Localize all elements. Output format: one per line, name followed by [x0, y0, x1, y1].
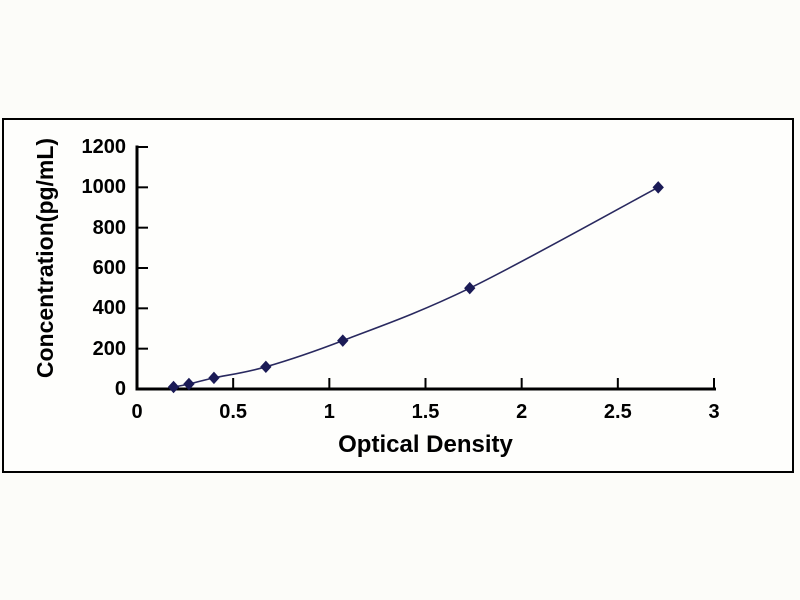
chart-panel [2, 118, 794, 473]
data-point-marker [337, 334, 349, 347]
y-tick-label: 400 [92, 297, 126, 320]
data-point-marker [652, 181, 664, 194]
x-axis-title: Optical Density [338, 431, 513, 458]
y-tick-label: 0 [114, 378, 126, 400]
x-tick-label: 3 [708, 401, 720, 423]
standard-curve-line [173, 186, 659, 388]
y-tick-label: 1200 [81, 136, 127, 158]
y-tick-label: 200 [92, 337, 126, 360]
data-point-marker [183, 377, 195, 391]
x-tick-label: 1 [323, 401, 335, 423]
data-point-marker [208, 371, 220, 385]
x-tick-label: 2 [516, 401, 528, 423]
data-point-marker [464, 281, 476, 295]
x-tick-label: 0.5 [219, 401, 248, 423]
y-tick-label: 600 [92, 257, 126, 279]
x-tick-label: 0 [131, 401, 143, 423]
y-tick-label: 1000 [81, 176, 127, 199]
data-point-marker [260, 360, 272, 374]
x-tick-label: 2.5 [603, 401, 632, 423]
data-point-marker [167, 380, 180, 394]
y-tick-label: 800 [92, 216, 126, 239]
x-tick-label: 1.5 [411, 401, 440, 423]
